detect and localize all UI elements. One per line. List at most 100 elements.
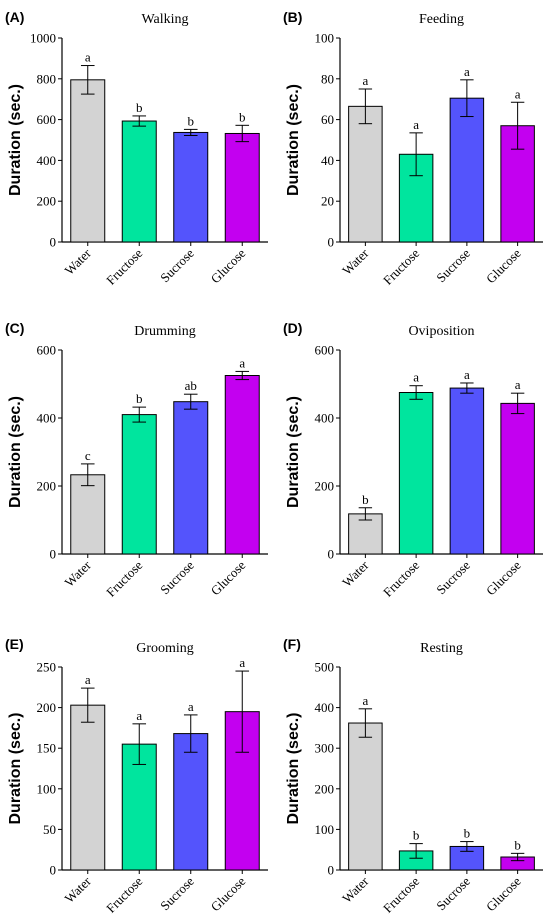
x-tick-label: Fructose xyxy=(103,873,145,915)
y-tick-label: 0 xyxy=(50,863,57,878)
y-tick-label: 100 xyxy=(37,781,57,796)
significance-letter: a xyxy=(362,73,368,88)
bar-water xyxy=(70,704,106,871)
bar-glucose xyxy=(224,375,260,555)
chart-panel-c: (C) Drumming Duration (sec.) 0 200 400 600 c Wat… xyxy=(5,320,268,600)
x-tick-label: Glucose xyxy=(208,557,249,598)
x-tick-label: Fructose xyxy=(103,557,145,599)
panel-label: (C) xyxy=(5,320,24,336)
panel-label: (F) xyxy=(283,636,301,652)
y-axis-label: Duration (sec.) xyxy=(7,712,24,824)
significance-letter: a xyxy=(188,699,194,714)
y-tick-label: 60 xyxy=(321,112,334,127)
x-tick-label: Glucose xyxy=(483,245,524,286)
y-tick-label: 40 xyxy=(321,153,334,168)
y-tick-label: 100 xyxy=(315,822,335,837)
bar-water xyxy=(348,722,383,871)
significance-letter: a xyxy=(515,86,521,101)
significance-letter: a xyxy=(362,693,368,708)
bar-glucose xyxy=(224,132,260,243)
y-axis-label: Duration (sec.) xyxy=(285,396,302,508)
y-tick-label: 0 xyxy=(328,547,335,562)
y-tick-label: 200 xyxy=(315,479,335,494)
chart-panel-d: (D) Oviposition Duration (sec.) 0 200 400 600 b… xyxy=(283,320,543,600)
x-tick-label: Sucrose xyxy=(433,245,473,285)
chart-panel-f: (F) Resting Duration (sec.) 0 100 200 300 400 50… xyxy=(283,636,543,916)
x-tick-label: Sucrose xyxy=(157,245,197,285)
y-tick-label: 20 xyxy=(321,194,334,209)
bar-sucrose xyxy=(449,387,485,555)
x-tick-label: Glucose xyxy=(483,873,524,914)
x-tick-label: Fructose xyxy=(380,873,422,915)
significance-letter: a xyxy=(239,355,245,370)
chart-title: Walking xyxy=(141,12,188,27)
x-tick-label: Fructose xyxy=(103,245,145,287)
x-tick-label: Glucose xyxy=(208,873,249,914)
panel-label: (B) xyxy=(283,9,302,25)
bar-sucrose xyxy=(173,131,209,243)
bar-water xyxy=(70,79,106,243)
x-tick-label: Fructose xyxy=(380,245,422,287)
chart-title: Oviposition xyxy=(408,324,474,339)
x-tick-label: Water xyxy=(62,557,95,590)
chart-title: Feeding xyxy=(419,12,464,27)
y-tick-label: 80 xyxy=(321,71,334,86)
bar-fructose xyxy=(121,743,157,871)
significance-letter: b xyxy=(464,826,471,841)
significance-letter: a xyxy=(413,117,419,132)
significance-letter: a xyxy=(464,367,470,382)
y-tick-label: 200 xyxy=(315,781,335,796)
bar-water xyxy=(348,105,383,243)
y-tick-label: 200 xyxy=(37,700,57,715)
chart-title: Drumming xyxy=(134,324,195,339)
significance-letter: b xyxy=(514,837,521,852)
y-tick-label: 0 xyxy=(328,235,335,250)
chart-panel-e: (E) Grooming Duration (sec.) 0 50 100 150 200 25… xyxy=(5,636,268,916)
y-axis-label: Duration (sec.) xyxy=(285,84,302,196)
significance-letter: c xyxy=(85,448,91,463)
x-tick-label: Water xyxy=(62,873,95,906)
x-tick-label: Sucrose xyxy=(433,873,473,913)
x-tick-label: Sucrose xyxy=(433,557,473,597)
y-tick-label: 300 xyxy=(315,741,335,756)
significance-letter: b xyxy=(362,492,369,507)
panel-label: (D) xyxy=(283,320,302,336)
y-tick-label: 200 xyxy=(37,194,57,209)
bar-sucrose xyxy=(173,401,209,555)
y-tick-label: 150 xyxy=(37,741,57,756)
x-tick-label: Glucose xyxy=(483,557,524,598)
chart-panel-b: (B) Feeding Duration (sec.) 0 20 40 60 80 100 a Wa… xyxy=(283,9,543,288)
y-tick-label: 600 xyxy=(37,112,57,127)
y-tick-label: 100 xyxy=(315,31,335,46)
significance-letter: a xyxy=(515,377,521,392)
x-tick-label: Glucose xyxy=(208,245,249,286)
bar-fructose xyxy=(121,120,157,243)
y-tick-label: 250 xyxy=(37,660,57,675)
y-tick-label: 400 xyxy=(315,700,335,715)
x-tick-label: Fructose xyxy=(380,557,422,599)
panel-label: (A) xyxy=(5,9,24,25)
significance-letter: a xyxy=(85,50,91,65)
y-tick-label: 0 xyxy=(50,235,57,250)
y-tick-label: 500 xyxy=(315,660,335,675)
x-tick-label: Sucrose xyxy=(157,873,197,913)
y-tick-label: 200 xyxy=(37,479,57,494)
significance-letter: a xyxy=(85,672,91,687)
bar-glucose xyxy=(500,402,535,555)
bar-fructose xyxy=(121,414,157,555)
bar-sucrose xyxy=(173,733,209,871)
y-axis-label: Duration (sec.) xyxy=(7,84,24,196)
y-tick-label: 0 xyxy=(50,547,57,562)
bar-sucrose xyxy=(449,97,485,243)
chart-title: Resting xyxy=(420,641,463,656)
y-tick-label: 400 xyxy=(37,411,57,426)
chart-title: Grooming xyxy=(136,641,194,656)
significance-letter: b xyxy=(188,113,195,128)
y-tick-label: 1000 xyxy=(30,31,56,46)
x-tick-label: Water xyxy=(339,873,372,906)
y-tick-label: 50 xyxy=(43,822,56,837)
significance-letter: b xyxy=(413,828,420,843)
significance-letter: a xyxy=(136,708,142,723)
panel-label: (E) xyxy=(5,636,24,652)
x-tick-label: Water xyxy=(339,245,372,278)
